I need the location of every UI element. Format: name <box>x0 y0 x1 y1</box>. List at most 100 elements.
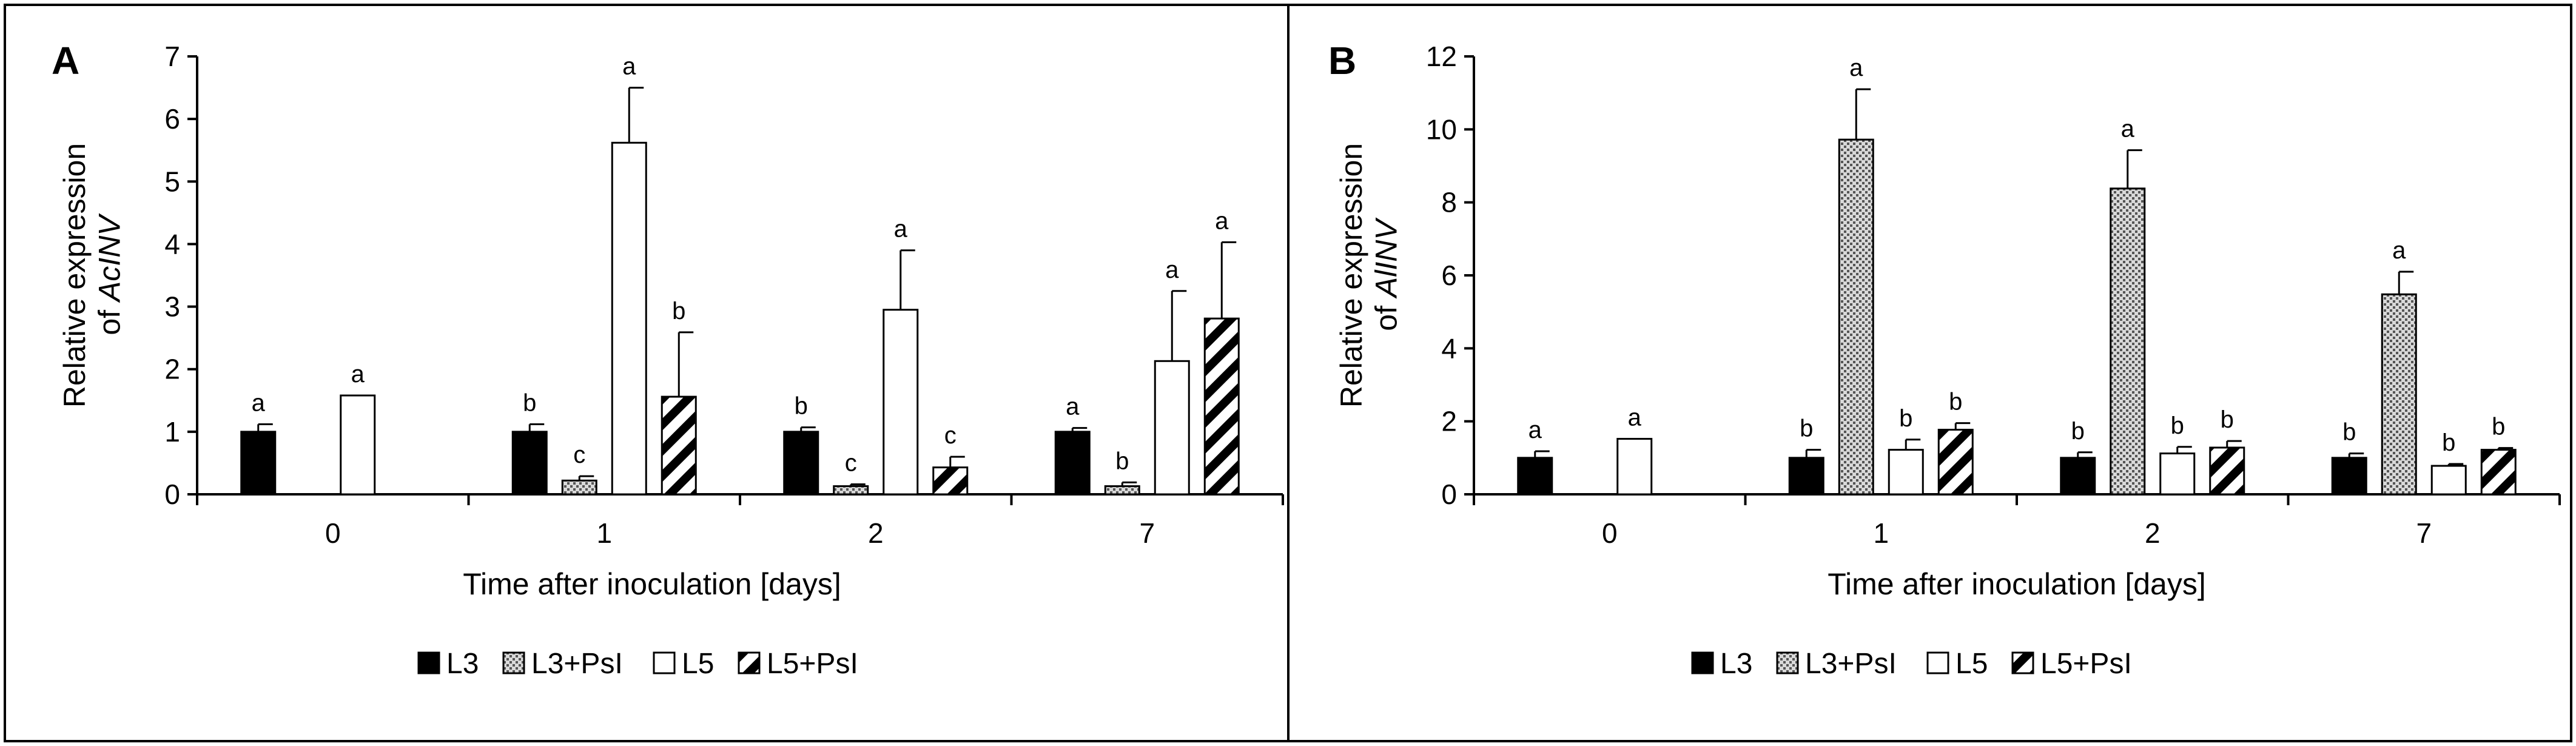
x-tick-label: 0 <box>1602 517 1618 549</box>
legend-label: L3 <box>446 648 479 680</box>
y-axis-title-line1: Relative expression <box>1334 143 1368 408</box>
legend-label: L3 <box>1720 648 1752 680</box>
bar-l5 <box>611 141 647 496</box>
panel-letter: A <box>52 39 79 82</box>
y-tick-label: 0 <box>1441 479 1457 510</box>
bar-l5 <box>2159 452 2196 496</box>
bar-l3 <box>1054 431 1091 496</box>
bar-l5 <box>2430 465 2467 496</box>
y-tick-label: 6 <box>164 103 180 135</box>
legend-label: L5 <box>682 648 714 680</box>
x-tick-label: 2 <box>868 517 884 549</box>
significance-letter: b <box>2071 418 2085 445</box>
bar-l5-psi <box>661 395 697 496</box>
bar-l5-psi <box>1203 317 1240 496</box>
legend-swatch <box>653 651 676 674</box>
y-axis-title-gene: AlINV <box>1370 217 1404 299</box>
legend-swatch <box>738 651 761 674</box>
significance-letter: b <box>672 298 685 324</box>
significance-letter: b <box>1115 448 1129 474</box>
y-tick-label: 6 <box>1441 260 1457 291</box>
significance-letter: a <box>1528 417 1542 443</box>
bar-l3 <box>1517 457 1553 496</box>
y-tick-label: 0 <box>164 479 180 510</box>
significance-letter: b <box>2171 412 2184 439</box>
panel-a: A 0 1 2 3 4 5 6 7 Relative expressionof AcINV 0 1 2 7… <box>4 4 1290 742</box>
significance-letter: b <box>1949 389 1962 415</box>
panel-letter: B <box>1328 39 1356 82</box>
y-tick-label: 4 <box>1441 332 1457 364</box>
bar-l5 <box>1888 449 1924 496</box>
panel-frame <box>1287 4 2572 742</box>
legend-label: L3+PsI <box>1805 648 1897 680</box>
significance-letter: a <box>1165 257 1179 283</box>
bar-l3-psi <box>2110 187 2146 496</box>
y-axis-title-gene: AcINV <box>93 213 127 303</box>
bar-l3 <box>1788 457 1824 496</box>
significance-letter: a <box>622 53 636 80</box>
significance-letter: b <box>2221 406 2234 433</box>
significance-letter: a <box>1628 405 1642 431</box>
significance-letter: a <box>2392 237 2406 264</box>
legend-swatch <box>417 651 440 674</box>
x-axis-title: Time after inoculation [days] <box>463 567 841 601</box>
legend-swatch <box>1926 651 1949 674</box>
legend-label: L5 <box>1956 648 1988 680</box>
y-axis-title: Relative expressionof AcINV <box>58 143 127 408</box>
y-axis-title-line1: Relative expression <box>58 143 92 408</box>
y-tick-label: 8 <box>1441 187 1457 218</box>
legend: L3 L3+PsI L5 L5+PsI <box>417 648 858 680</box>
significance-letter: c <box>944 422 957 449</box>
bar-l3-psi <box>1838 138 1874 496</box>
legend-label: L3+PsI <box>531 648 623 680</box>
x-tick-label: 2 <box>2145 517 2161 549</box>
y-tick-label: 5 <box>164 166 180 197</box>
x-tick-label: 0 <box>325 517 341 549</box>
x-tick-label: 1 <box>1873 517 1889 549</box>
bar-l3 <box>240 431 277 496</box>
legend-swatch <box>502 651 525 674</box>
bar-l5-psi <box>2209 446 2245 496</box>
bar-l5 <box>883 309 919 496</box>
y-tick-label: 10 <box>1426 113 1457 145</box>
bar-l3 <box>2331 457 2367 496</box>
y-tick-label: 4 <box>164 228 180 260</box>
x-axis-title: Time after inoculation [days] <box>1828 567 2205 601</box>
significance-letter: b <box>795 393 808 420</box>
bar-l5-psi <box>2480 449 2517 496</box>
significance-letter: a <box>894 216 908 243</box>
x-tick-label: 7 <box>1139 517 1155 549</box>
legend-swatch <box>1776 651 1799 674</box>
bar-l5-psi <box>1937 429 1974 496</box>
y-axis-title-line2: of <box>1370 297 1404 331</box>
y-tick-label: 12 <box>1426 41 1457 72</box>
significance-letter: a <box>1066 394 1080 420</box>
significance-letter: a <box>1849 55 1863 81</box>
bar-l5 <box>340 394 376 496</box>
significance-letter: b <box>2442 429 2455 456</box>
bar-l5 <box>1154 360 1190 496</box>
y-tick-label: 7 <box>164 41 180 72</box>
significance-letter: a <box>351 361 365 388</box>
y-axis-title-line2: of <box>93 301 127 335</box>
bar-l3-psi <box>561 479 597 496</box>
legend-label: L5+PsI <box>767 648 858 680</box>
significance-letter: b <box>1800 415 1813 442</box>
x-tick-label: 1 <box>596 517 612 549</box>
significance-letter: c <box>845 449 857 476</box>
significance-letter: b <box>2492 414 2505 440</box>
significance-letter: a <box>1215 207 1229 234</box>
significance-letter: b <box>523 389 536 416</box>
significance-letter: c <box>573 442 585 468</box>
significance-letter: a <box>2121 116 2135 143</box>
bar-l3-psi <box>2381 293 2417 496</box>
y-tick-label: 2 <box>1441 406 1457 437</box>
bar-l3-psi <box>833 485 869 496</box>
legend-swatch <box>2011 651 2034 674</box>
bar-l3-psi <box>1104 485 1140 496</box>
y-tick-label: 1 <box>164 416 180 448</box>
y-tick-label: 2 <box>164 354 180 385</box>
bar-l3 <box>2060 457 2096 496</box>
